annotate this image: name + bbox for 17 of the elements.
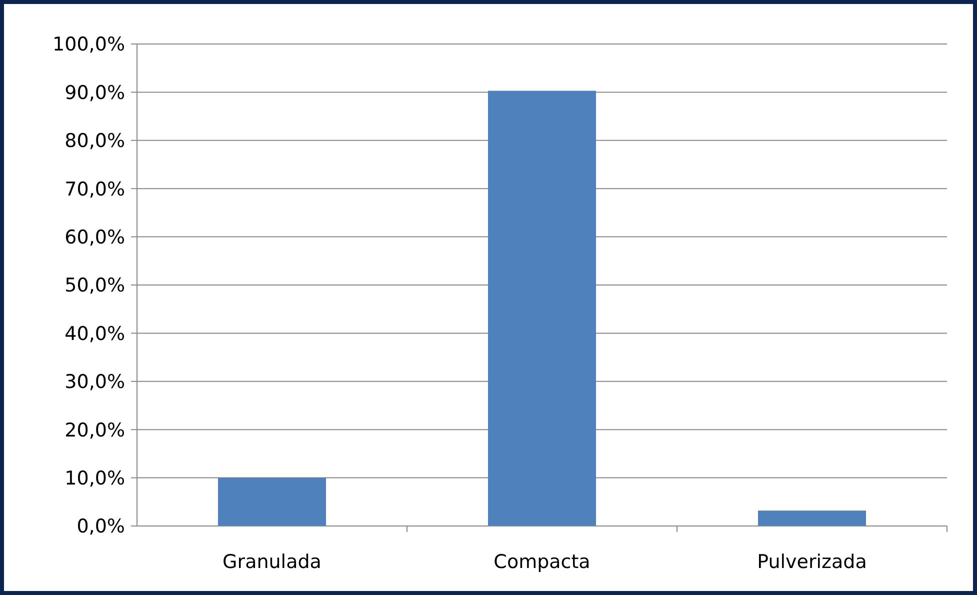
x-tick-label: Pulverizada [757,551,867,573]
y-tick-label: 90,0% [64,82,125,104]
y-tick-label: 40,0% [64,322,125,345]
bar [758,510,866,526]
y-tick-label: 100,0% [52,34,125,56]
bar [488,90,596,526]
y-tick-label: 0,0% [76,516,125,538]
y-tick-label: 80,0% [64,130,125,152]
y-tick-label: 70,0% [64,178,125,200]
y-tick-label: 50,0% [64,274,125,297]
y-tick-label: 10,0% [64,467,125,490]
y-tick-label: 30,0% [64,371,125,394]
x-tick-label: Compacta [494,551,590,573]
y-tick-label: 20,0% [64,419,125,442]
y-tick-label: 60,0% [64,226,125,248]
x-tick-label: Granulada [222,551,322,573]
bar [218,478,326,526]
